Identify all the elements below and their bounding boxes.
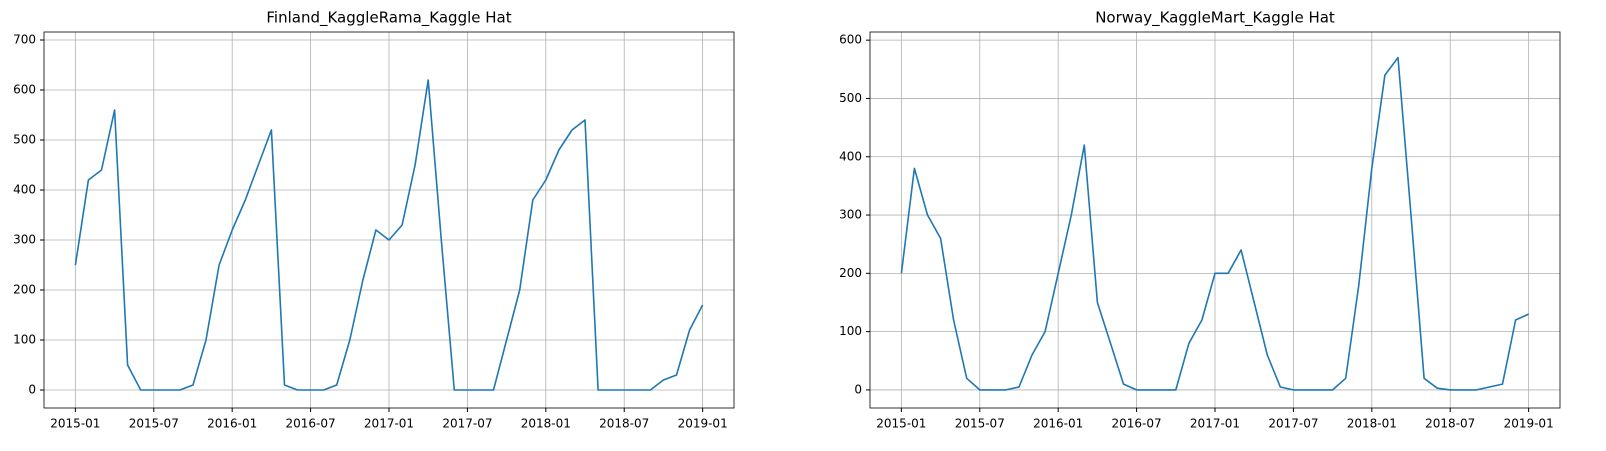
y-tick-label: 500: [13, 133, 36, 147]
x-tick-label: 2016-07: [286, 417, 336, 431]
line: [900, 56, 1529, 391]
x-tick-label: 2018-01: [1347, 417, 1397, 431]
x-tick-label: 2017-01: [1190, 417, 1240, 431]
x-tick-label: 2019-01: [1504, 417, 1554, 431]
x-tick-label: 2019-01: [678, 417, 728, 431]
x-tick-label: 2015-01: [50, 417, 100, 431]
x-tick-label: 2017-07: [1268, 417, 1318, 431]
chart-title: Finland_KaggleRama_Kaggle Hat: [266, 9, 511, 28]
y-tick-label: 0: [854, 382, 862, 396]
y-tick-label: 400: [13, 183, 36, 197]
plot-frame: [869, 31, 1561, 409]
x-tick-label: 2016-01: [207, 417, 257, 431]
y-tick-label: 600: [839, 33, 862, 47]
x-tick-label: 2015-07: [129, 417, 179, 431]
y-tick-label: 500: [839, 91, 862, 105]
y-tick-label: 0: [28, 383, 36, 397]
x-tick-label: 2015-07: [955, 417, 1005, 431]
x-tick-label: 2017-01: [364, 417, 414, 431]
y-tick-label: 300: [13, 233, 36, 247]
y-tick-label: 700: [13, 33, 36, 47]
y-tick-label: 200: [839, 266, 862, 280]
x-tick-label: 2016-01: [1033, 417, 1083, 431]
y-tick-label: 400: [839, 149, 862, 163]
x-tick-label: 2015-01: [876, 417, 926, 431]
chart-title: Norway_KaggleMart_Kaggle Hat: [1095, 9, 1335, 28]
plot-frame: [43, 31, 735, 409]
x-tick-label: 2018-07: [599, 417, 649, 431]
y-tick-label: 300: [839, 208, 862, 222]
x-tick-label: 2018-01: [521, 417, 571, 431]
x-tick-label: 2017-07: [442, 417, 492, 431]
x-tick-label: 2016-07: [1112, 417, 1162, 431]
x-tick-label: 2018-07: [1425, 417, 1475, 431]
y-tick-label: 100: [839, 324, 862, 338]
y-tick-label: 200: [13, 283, 36, 297]
line: [74, 79, 704, 391]
y-tick-label: 600: [13, 83, 36, 97]
y-tick-label: 100: [13, 333, 36, 347]
